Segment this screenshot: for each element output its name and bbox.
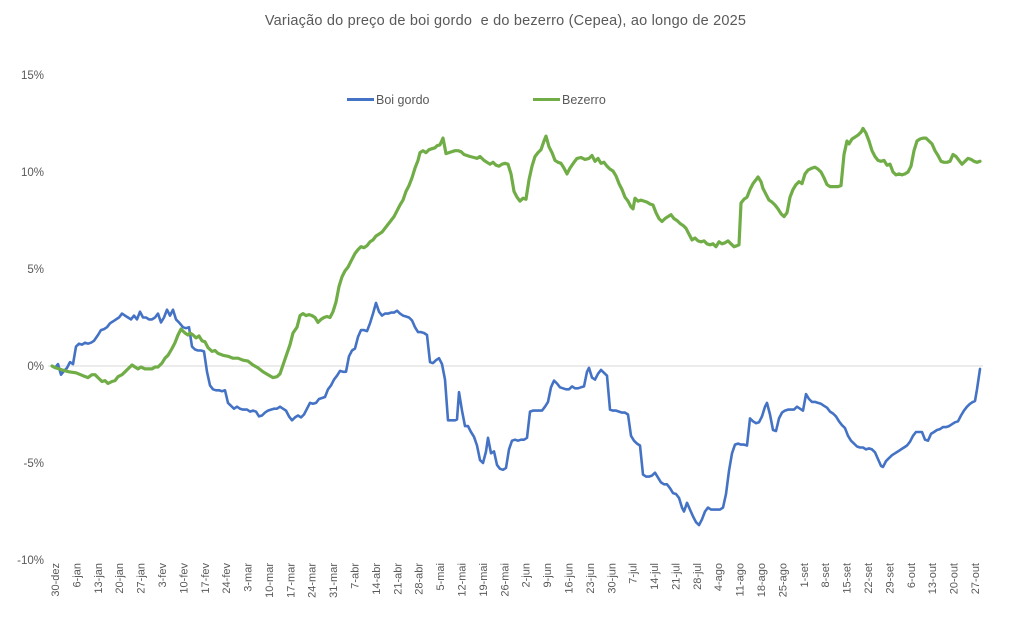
x-tick-label: 30-jun xyxy=(606,563,618,594)
x-tick-label: 12-mai xyxy=(457,563,469,597)
x-tick-label: 21-abr xyxy=(392,563,404,595)
x-tick-label: 27-jan xyxy=(136,563,148,594)
x-tick-label: 18-ago xyxy=(756,563,768,597)
y-tick-label: -5% xyxy=(24,458,44,470)
y-tick-label: 15% xyxy=(21,70,44,82)
x-tick-label: 14-jul xyxy=(649,563,661,590)
x-tick-label: 3-fev xyxy=(157,563,169,588)
x-tick-label: 13-out xyxy=(927,563,939,594)
x-tick-label: 15-set xyxy=(842,563,854,594)
x-tick-label: 17-mar xyxy=(285,563,297,598)
x-tick-label: 21-jul xyxy=(670,563,682,590)
legend-line-marker-bezerro-icon xyxy=(533,98,560,101)
x-tick-label: 13-jan xyxy=(93,563,105,594)
x-tick-label: 10-fev xyxy=(178,563,190,594)
x-tick-label: 17-fev xyxy=(200,563,212,594)
x-tick-label: 1-set xyxy=(799,563,811,587)
x-tick-label: 5-mai xyxy=(435,563,447,591)
x-tick-label: 6-out xyxy=(906,563,918,588)
x-tick-label: 14-abr xyxy=(371,563,383,595)
legend-item-boi-gordo: Boi gordo xyxy=(347,92,430,107)
x-tick-label: 29-set xyxy=(884,563,896,594)
x-tick-label: 4-ago xyxy=(713,563,725,591)
x-tick-label: 7-abr xyxy=(350,563,362,589)
x-tick-label: 10-mar xyxy=(264,563,276,598)
x-tick-label: 11-ago xyxy=(735,563,747,596)
x-tick-label: 23-jun xyxy=(585,563,597,594)
x-tick-label: 27-out xyxy=(970,563,982,594)
x-tick-label: 22-set xyxy=(863,563,875,594)
x-tick-label: 30-dez xyxy=(50,563,62,597)
x-tick-label: 8-set xyxy=(820,563,832,587)
legend-item-bezerro: Bezerro xyxy=(533,92,606,107)
x-tick-label: 19-mai xyxy=(478,563,490,597)
x-tick-label: 2-jun xyxy=(521,563,533,587)
x-tick-label: 3-mar xyxy=(243,563,255,592)
x-tick-label: 9-jun xyxy=(542,563,554,587)
legend-line-marker-boi-gordo-icon xyxy=(347,98,374,101)
x-tick-label: 28-abr xyxy=(414,563,426,595)
series-line-bezerro xyxy=(50,126,982,386)
legend-label-bezerro: Bezerro xyxy=(562,92,606,107)
x-tick-label: 25-ago xyxy=(777,563,789,597)
x-tick-label: 24-fev xyxy=(221,563,233,594)
x-tick-label: 20-out xyxy=(949,563,961,594)
y-tick-label: 5% xyxy=(27,264,44,276)
legend-label-boi-gordo: Boi gordo xyxy=(376,92,430,107)
series-line-boi-gordo xyxy=(50,301,982,527)
x-tick-label: 7-jul xyxy=(628,563,640,584)
chart-title: Variação do preço de boi gordo e do beze… xyxy=(264,13,747,29)
x-tick-label: 26-mai xyxy=(499,563,511,597)
y-tick-label: -10% xyxy=(17,555,44,567)
x-tick-label: 28-jul xyxy=(692,563,704,590)
x-tick-label: 20-jan xyxy=(114,563,126,594)
x-tick-label: 24-mar xyxy=(307,563,319,598)
y-tick-label: 0% xyxy=(27,361,44,373)
x-tick-label: 31-mar xyxy=(328,563,340,598)
y-tick-label: 10% xyxy=(21,167,44,179)
x-tick-label: 6-jan xyxy=(71,563,83,587)
x-tick-label: 16-jun xyxy=(563,563,575,594)
